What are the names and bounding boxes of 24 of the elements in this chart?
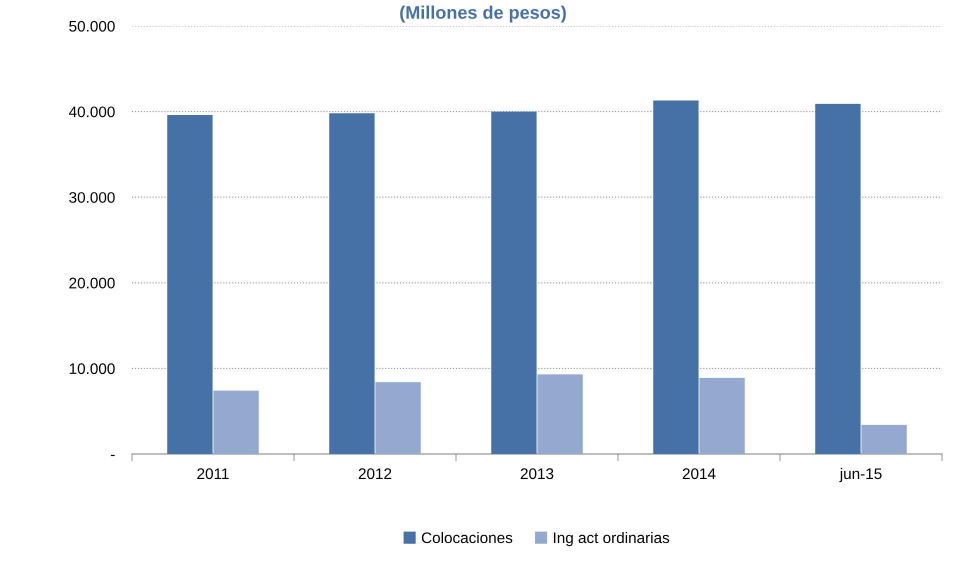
x-tick-label: 2013 (520, 468, 554, 480)
bar (213, 390, 259, 454)
y-tick-label: - (110, 454, 115, 456)
bar (653, 100, 699, 454)
bar (167, 115, 213, 454)
legend-label: Ing act ordinarias (554, 532, 670, 546)
x-tick-label: jun-15 (839, 468, 882, 482)
y-tick-label: 50.000 (69, 20, 115, 32)
bar (537, 374, 583, 454)
bar (491, 112, 537, 454)
x-tick-label: 2012 (358, 468, 392, 480)
bar (699, 378, 745, 454)
legend-label: Colocaciones (422, 532, 512, 544)
chart-title: (Millones de pesos) (400, 6, 566, 22)
y-tick-label: 40.000 (68, 106, 115, 118)
y-tick-label: 30.000 (69, 192, 115, 203)
y-tick-label: 10.000 (70, 363, 115, 374)
y-tick-label: 20.000 (69, 278, 115, 288)
bar (329, 113, 375, 454)
x-tick-label: 2014 (682, 468, 716, 480)
bar (375, 382, 421, 454)
x-tick-label: 2011 (197, 468, 229, 480)
bar (861, 424, 907, 454)
bar (815, 104, 861, 454)
